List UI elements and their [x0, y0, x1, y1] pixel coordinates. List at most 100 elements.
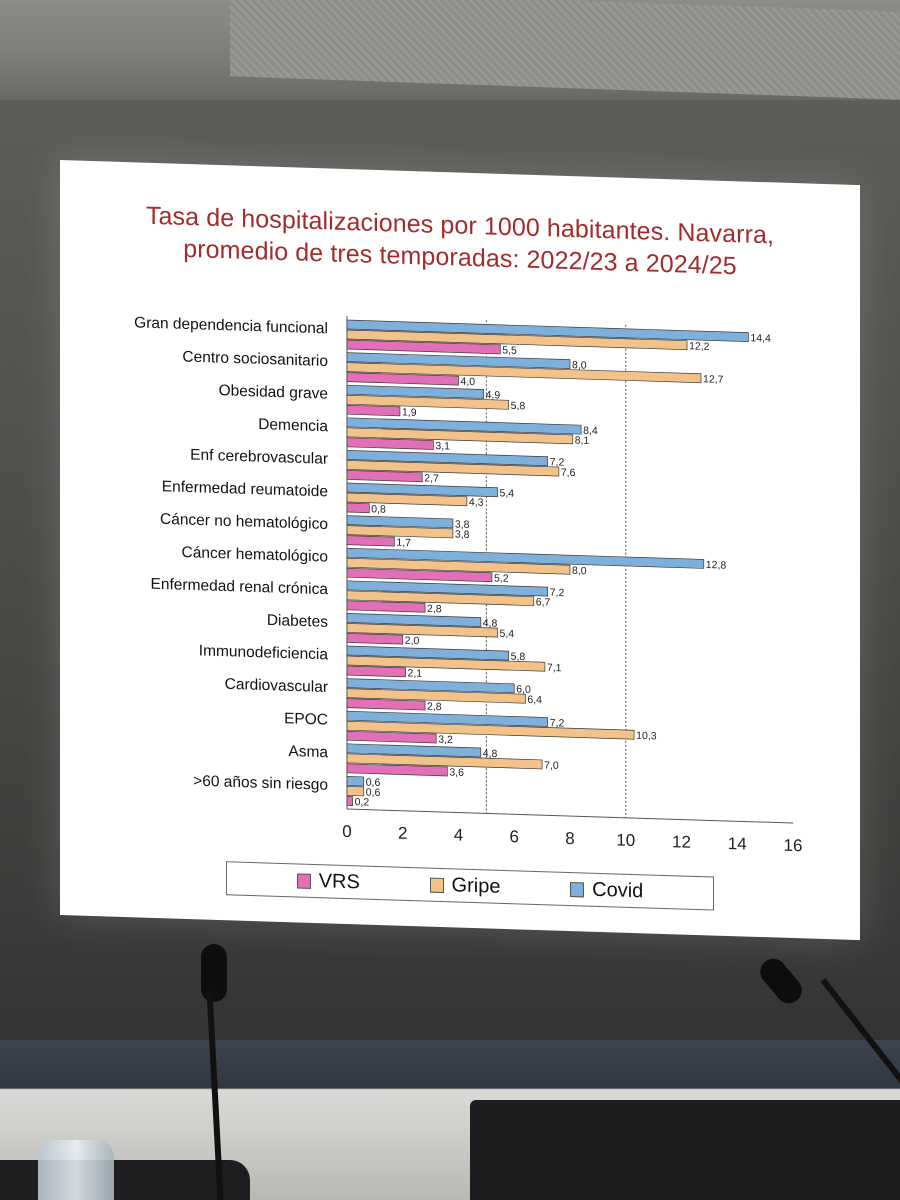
- bar-covid-gran-dependencia-funcional: [346, 319, 749, 342]
- bar-vrs-60-anos-sin-riesgo: [346, 796, 353, 806]
- value-label-vrs-obesidad-grave: 1,9: [402, 406, 417, 418]
- value-label-vrs-cancer-hematologico: 5,2: [494, 572, 509, 584]
- legend-swatch-gripe: [429, 877, 444, 893]
- category-label-enf-cerebrovascular: Enf cerebrovascular: [190, 446, 328, 467]
- category-label-enfermedad-reumatoide: Enfermedad reumatoide: [162, 478, 328, 500]
- bar-vrs-centro-sociosanitario: [346, 372, 459, 386]
- bar-covid-epoc: [346, 710, 549, 727]
- bar-vrs-gran-dependencia-funcional: [346, 339, 501, 355]
- value-label-covid-enfermedad-renal-cronica: 7,2: [550, 587, 565, 599]
- legend-item-vrs: VRS: [296, 869, 360, 894]
- desk: [470, 1100, 900, 1200]
- bar-vrs-enf-cerebrovascular: [346, 470, 423, 483]
- projection-screen: Tasa de hospitalizaciones por 1000 habit…: [60, 160, 860, 941]
- bar-gripe-diabetes: [346, 623, 498, 638]
- bar-covid-immunodeficiencia: [346, 645, 510, 661]
- value-label-covid-centro-sociosanitario: 8,0: [572, 359, 587, 371]
- category-label-asma: Asma: [288, 743, 328, 761]
- value-label-vrs-enfermedad-renal-cronica: 2,8: [427, 603, 442, 615]
- value-label-gripe-epoc: 10,3: [636, 730, 657, 743]
- value-label-vrs-cancer-no-hematologico: 1,7: [396, 537, 411, 549]
- value-label-vrs-centro-sociosanitario: 4,0: [461, 376, 476, 388]
- category-label-gran-dependencia-funcional: Gran dependencia funcional: [134, 314, 328, 337]
- legend-item-covid: Covid: [570, 878, 643, 903]
- value-label-gripe-cancer-no-hematologico: 3,8: [455, 529, 470, 541]
- ceiling-panel: [230, 0, 900, 100]
- bar-vrs-cancer-hematologico: [346, 567, 493, 583]
- bar-gripe-enfermedad-renal-cronica: [346, 590, 535, 607]
- value-label-gripe-diabetes: 5,4: [500, 628, 515, 640]
- microphone-head-left: [201, 944, 227, 1002]
- bar-vrs-immunodeficiencia: [346, 665, 406, 678]
- value-label-covid-demencia: 8,4: [583, 425, 598, 437]
- value-label-covid-gran-dependencia-funcional: 14,4: [750, 332, 771, 345]
- bar-vrs-cardiovascular: [346, 698, 426, 711]
- water-bottle: [38, 1140, 114, 1200]
- value-label-vrs-gran-dependencia-funcional: 5,5: [502, 344, 517, 356]
- value-label-gripe-asma: 7,0: [544, 760, 559, 772]
- bar-gripe-cardiovascular: [346, 688, 526, 704]
- bar-covid-cancer-hematologico: [346, 547, 705, 569]
- bar-covid-centro-sociosanitario: [346, 352, 571, 369]
- category-label-obesidad-grave: Obesidad grave: [219, 382, 328, 402]
- value-label-vrs-epoc: 3,2: [438, 734, 453, 746]
- x-axis-line: [347, 808, 793, 824]
- value-label-covid-epoc: 7,2: [550, 717, 565, 729]
- bar-covid-enfermedad-reumatoide: [346, 482, 498, 498]
- value-label-gripe-demencia: 8,1: [575, 434, 590, 446]
- value-label-covid-cancer-hematologico: 12,8: [706, 559, 727, 572]
- value-label-gripe-enfermedad-reumatoide: 4,3: [469, 496, 484, 508]
- value-label-vrs-enf-cerebrovascular: 2,7: [424, 472, 439, 484]
- value-label-vrs-demencia: 3,1: [435, 440, 450, 452]
- value-label-vrs-asma: 3,6: [449, 767, 464, 779]
- bar-covid-cardiovascular: [346, 678, 515, 694]
- x-tick-label-2: 2: [398, 824, 407, 843]
- value-label-covid-immunodeficiencia: 5,8: [511, 651, 526, 663]
- value-label-vrs-60-anos-sin-riesgo: 0,2: [355, 796, 370, 808]
- bar-vrs-obesidad-grave: [346, 404, 401, 417]
- category-label-60-anos-sin-riesgo: >60 años sin riesgo: [193, 773, 328, 794]
- bar-gripe-asma: [346, 753, 543, 770]
- bar-covid-asma: [346, 743, 482, 758]
- category-label-centro-sociosanitario: Centro sociosanitario: [182, 348, 328, 370]
- x-tick-label-12: 12: [672, 832, 691, 852]
- x-tick-label-8: 8: [565, 829, 574, 848]
- legend-label-gripe: Gripe: [451, 873, 501, 898]
- value-label-gripe-cancer-hematologico: 8,0: [572, 565, 587, 577]
- category-label-cardiovascular: Cardiovascular: [225, 676, 328, 696]
- legend-swatch-vrs: [296, 872, 311, 889]
- bar-gripe-demencia: [346, 427, 574, 445]
- value-label-gripe-obesidad-grave: 5,8: [511, 400, 526, 412]
- category-label-diabetes: Diabetes: [267, 612, 328, 631]
- value-label-gripe-immunodeficiencia: 7,1: [547, 662, 562, 674]
- bar-covid-demencia: [346, 417, 582, 435]
- bar-covid-cancer-no-hematologico: [346, 515, 454, 529]
- value-label-gripe-centro-sociosanitario: 12,7: [703, 373, 724, 386]
- bar-gripe-enfermedad-reumatoide: [346, 492, 468, 507]
- category-label-demencia: Demencia: [258, 416, 328, 435]
- microphone-head-right: [754, 953, 808, 1009]
- value-label-vrs-diabetes: 2,0: [405, 635, 420, 647]
- value-label-covid-cancer-no-hematologico: 3,8: [455, 519, 470, 531]
- category-label-epoc: EPOC: [284, 710, 328, 728]
- x-tick-label-0: 0: [342, 822, 351, 841]
- legend-item-gripe: Gripe: [429, 873, 501, 898]
- x-tick-label-16: 16: [784, 836, 803, 856]
- bar-covid-obesidad-grave: [346, 384, 484, 399]
- bar-vrs-epoc: [346, 730, 437, 744]
- category-label-immunodeficiencia: Immunodeficiencia: [199, 642, 329, 663]
- bar-vrs-cancer-no-hematologico: [346, 535, 395, 547]
- bar-vrs-diabetes: [346, 633, 404, 645]
- hospitalization-bar-chart: 0 2 4 6 8 10 12 14 16 Gran dependencia funcional 1…: [134, 314, 803, 856]
- value-label-gripe-enf-cerebrovascular: 7,6: [561, 467, 576, 479]
- bar-vrs-demencia: [346, 437, 434, 450]
- bar-covid-60-anos-sin-riesgo: [346, 776, 365, 787]
- bar-covid-enfermedad-renal-cronica: [346, 580, 549, 597]
- value-label-vrs-enfermedad-reumatoide: 0,8: [371, 503, 386, 515]
- x-tick-label-4: 4: [454, 825, 463, 844]
- bar-covid-enf-cerebrovascular: [346, 450, 549, 467]
- bar-gripe-epoc: [346, 720, 635, 740]
- bar-gripe-centro-sociosanitario: [346, 362, 702, 384]
- category-label-cancer-hematologico: Cáncer hematológico: [182, 544, 328, 566]
- bar-gripe-enf-cerebrovascular: [346, 460, 560, 477]
